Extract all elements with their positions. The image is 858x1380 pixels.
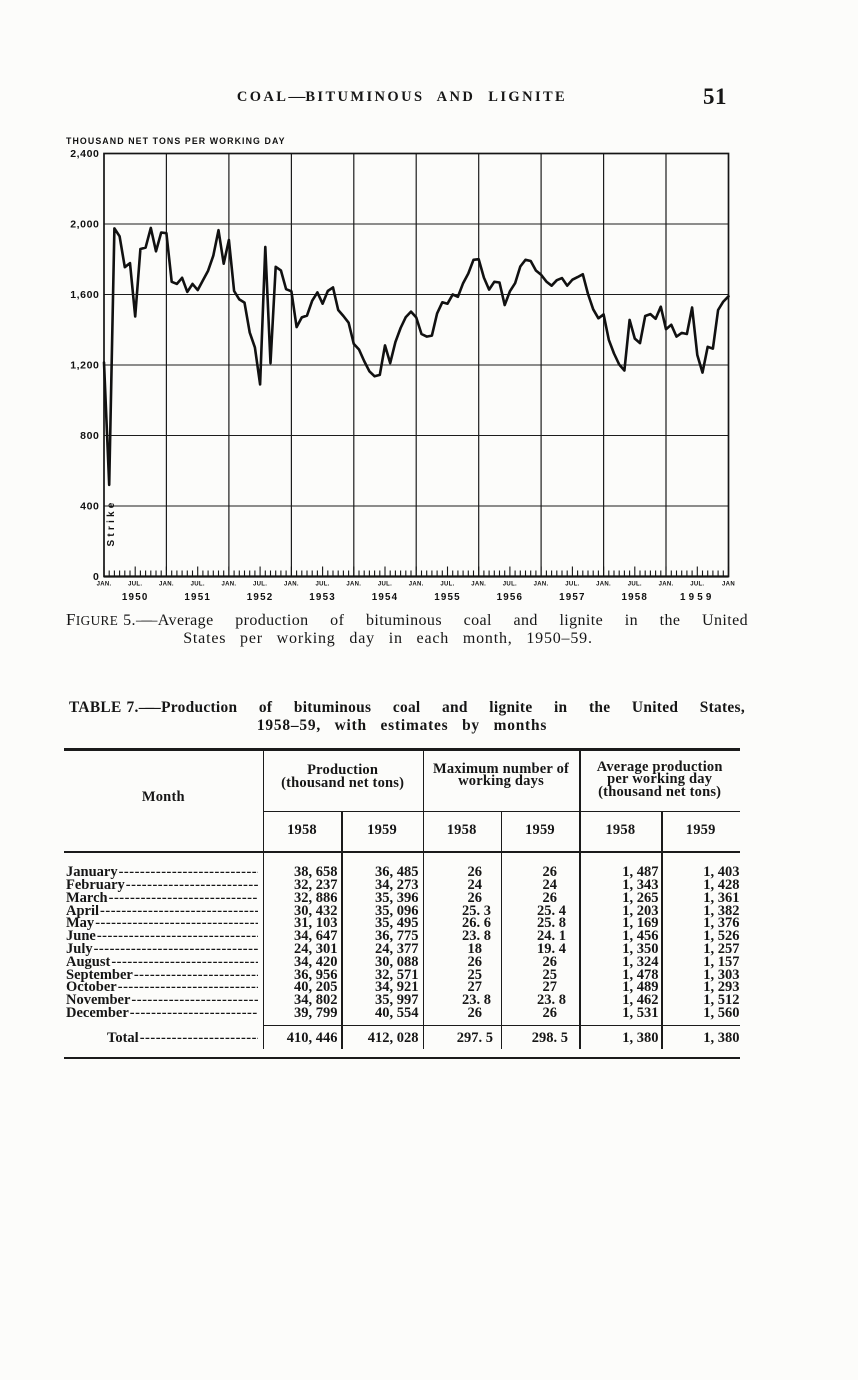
svg-text:JAN: JAN (722, 582, 735, 588)
svg-text:1953: 1953 (309, 592, 336, 603)
svg-text:JAN.: JAN. (596, 582, 611, 588)
svg-text:JUL.: JUL. (565, 582, 579, 588)
svg-text:1952: 1952 (247, 592, 274, 603)
svg-text:JUL.: JUL. (690, 582, 704, 588)
svg-text:JUL.: JUL. (253, 582, 267, 588)
svg-text:800: 800 (80, 430, 99, 442)
svg-text:THOUSAND NET TONS PER WORKING: THOUSAND NET TONS PER WORKING DAY (66, 136, 286, 146)
svg-text:JAN.: JAN. (159, 582, 174, 588)
svg-text:1950: 1950 (122, 592, 149, 603)
svg-text:1951: 1951 (184, 592, 211, 603)
svg-text:JUL.: JUL. (628, 582, 642, 588)
svg-text:1956: 1956 (497, 592, 524, 603)
svg-text:JAN.: JAN. (409, 582, 424, 588)
svg-text:JUL.: JUL. (440, 582, 454, 588)
svg-text:2,400: 2,400 (70, 148, 99, 160)
svg-text:JUL.: JUL. (378, 582, 392, 588)
svg-text:1,600: 1,600 (70, 289, 99, 301)
svg-text:JAN.: JAN. (534, 582, 549, 588)
svg-text:JAN.: JAN. (659, 582, 674, 588)
svg-text:JAN.: JAN. (346, 582, 361, 588)
svg-text:JAN.: JAN. (284, 582, 299, 588)
svg-text:1955: 1955 (434, 592, 461, 603)
svg-text:1957: 1957 (559, 592, 586, 603)
svg-text:JUL.: JUL. (503, 582, 517, 588)
svg-text:1958: 1958 (621, 592, 648, 603)
svg-text:JUL.: JUL. (191, 582, 205, 588)
svg-text:JAN.: JAN. (221, 582, 236, 588)
svg-text:0: 0 (93, 571, 99, 583)
svg-text:JUL.: JUL. (128, 582, 142, 588)
svg-text:Strike: Strike (106, 500, 117, 547)
svg-text:JUL.: JUL. (315, 582, 329, 588)
svg-text:1954: 1954 (372, 592, 399, 603)
svg-text:JAN.: JAN. (471, 582, 486, 588)
svg-text:JAN.: JAN. (97, 582, 112, 588)
svg-text:1959: 1959 (680, 592, 715, 603)
svg-text:400: 400 (80, 501, 99, 513)
svg-text:2,000: 2,000 (70, 219, 99, 231)
svg-text:1,200: 1,200 (70, 360, 99, 372)
